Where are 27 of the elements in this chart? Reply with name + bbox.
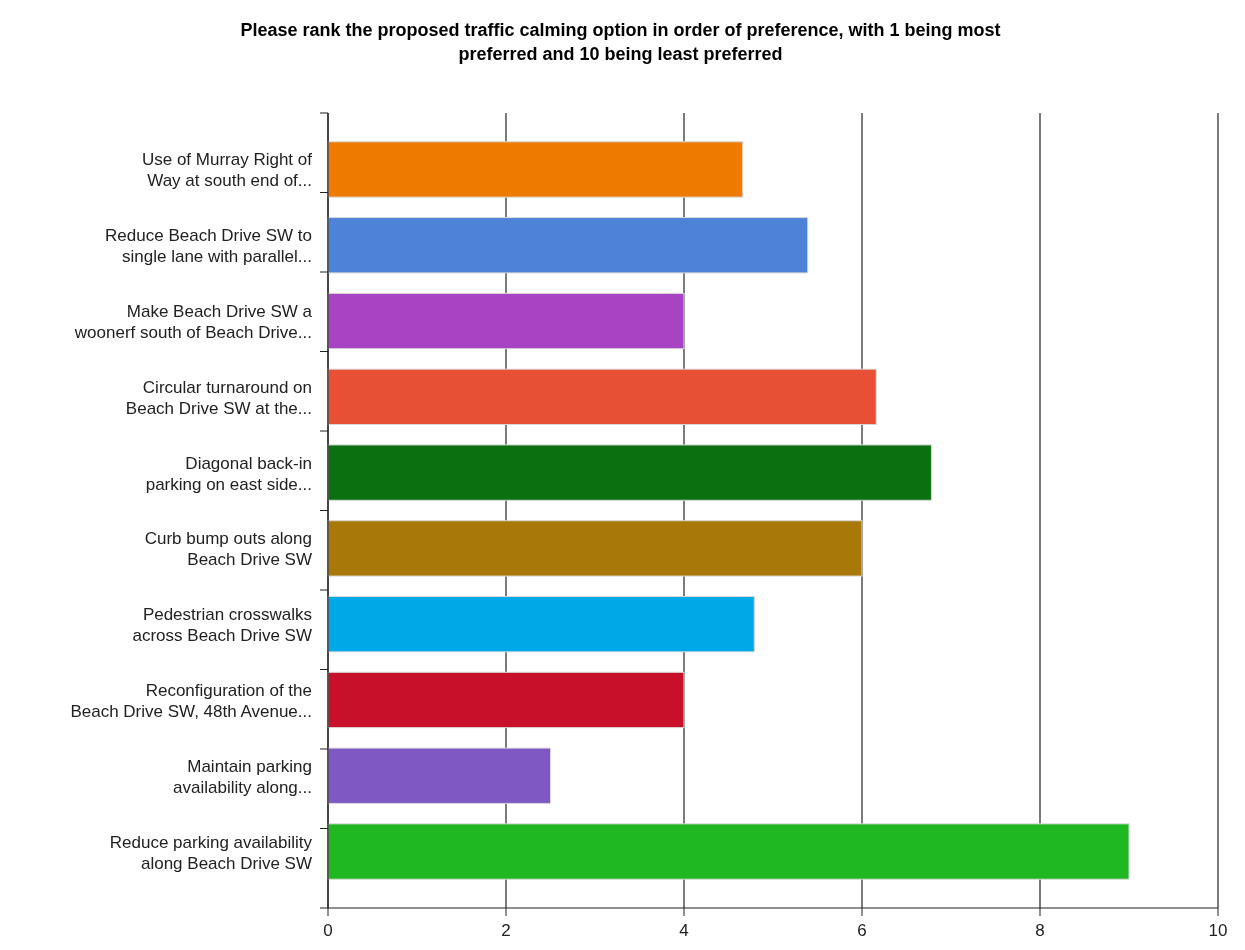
x-tick-label: 10	[1208, 921, 1228, 940]
bar	[327, 823, 1130, 880]
bar	[327, 292, 685, 350]
y-tick-label: Reconfiguration of the Beach Drive SW, 48th Avenue...	[70, 680, 312, 721]
x-tick-label: 4	[679, 921, 689, 940]
y-tick-label: Reduce parking availability along Beach Drive SW	[109, 832, 313, 873]
x-tick-label: 2	[501, 921, 511, 940]
bar	[327, 141, 744, 198]
y-tick-label: Maintain parking availability along...	[173, 756, 312, 797]
y-tick-label: Diagonal back-in parking on east side...	[145, 453, 312, 494]
y-tick-label: Pedestrian crosswalks across Beach Drive SW	[132, 605, 312, 646]
bar	[327, 520, 863, 577]
x-tick-label: 0	[323, 921, 333, 940]
bar	[327, 671, 685, 729]
y-tick-label: Make Beach Drive SW a woonerf south of Beach Drive...	[73, 302, 313, 343]
bar	[327, 368, 877, 425]
y-tick-label: Curb bump outs along Beach Drive SW	[144, 529, 312, 570]
bar	[327, 217, 809, 274]
bar	[327, 596, 755, 653]
y-tick-label: Use of Murray Right of Way at south end of...	[141, 150, 313, 191]
y-tick-label: Circular turnaround on Beach Drive SW at the...	[125, 377, 312, 418]
bar	[327, 444, 932, 501]
y-tick-label: Reduce Beach Drive SW to single lane with parallel...	[105, 226, 312, 267]
x-tick-label: 6	[857, 921, 867, 940]
bar	[327, 747, 551, 804]
x-tick-label: 8	[1035, 921, 1045, 940]
chart-title: Please rank the proposed traffic calming option in order of preference, with 1 being most preferred and 10 being least preferred	[240, 20, 1001, 64]
